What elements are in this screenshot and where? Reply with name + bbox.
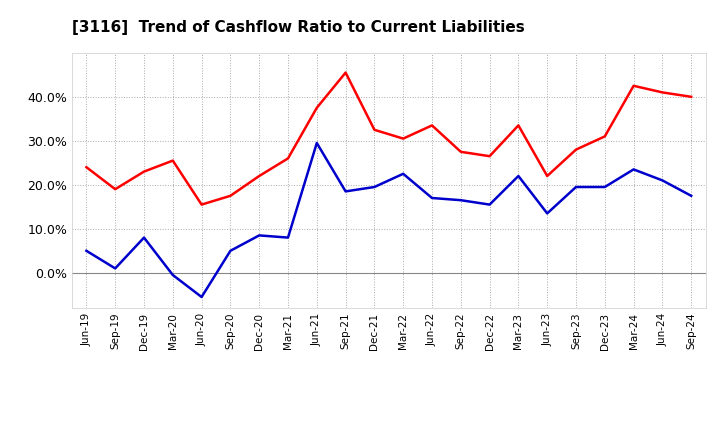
Free CF to Current Liabilities [284,235,292,240]
Free CF to Current Liabilities [140,235,148,240]
Free CF to Current Liabilities [168,272,177,278]
Free CF to Current Liabilities [370,184,379,190]
Operating CF to Current Liabilities [312,105,321,110]
Operating CF to Current Liabilities [168,158,177,163]
Free CF to Current Liabilities [572,184,580,190]
Operating CF to Current Liabilities [485,154,494,159]
Operating CF to Current Liabilities [514,123,523,128]
Free CF to Current Liabilities [658,178,667,183]
Operating CF to Current Liabilities [428,123,436,128]
Free CF to Current Liabilities [456,198,465,203]
Free CF to Current Liabilities [687,193,696,198]
Operating CF to Current Liabilities [658,90,667,95]
Free CF to Current Liabilities [514,173,523,179]
Operating CF to Current Liabilities [255,173,264,179]
Free CF to Current Liabilities [543,211,552,216]
Free CF to Current Liabilities [111,266,120,271]
Operating CF to Current Liabilities [284,156,292,161]
Free CF to Current Liabilities [485,202,494,207]
Operating CF to Current Liabilities [399,136,408,141]
Free CF to Current Liabilities [197,294,206,300]
Text: [3116]  Trend of Cashflow Ratio to Current Liabilities: [3116] Trend of Cashflow Ratio to Curren… [72,20,525,35]
Free CF to Current Liabilities [629,167,638,172]
Operating CF to Current Liabilities [197,202,206,207]
Free CF to Current Liabilities [428,195,436,201]
Operating CF to Current Liabilities [687,94,696,99]
Operating CF to Current Liabilities [82,165,91,170]
Free CF to Current Liabilities [600,184,609,190]
Operating CF to Current Liabilities [370,127,379,132]
Operating CF to Current Liabilities [140,169,148,174]
Free CF to Current Liabilities [226,248,235,253]
Operating CF to Current Liabilities [543,173,552,179]
Operating CF to Current Liabilities [341,70,350,75]
Operating CF to Current Liabilities [456,149,465,154]
Operating CF to Current Liabilities [572,147,580,152]
Free CF to Current Liabilities [312,140,321,146]
Line: Operating CF to Current Liabilities: Operating CF to Current Liabilities [86,73,691,205]
Operating CF to Current Liabilities [629,83,638,88]
Free CF to Current Liabilities [399,171,408,176]
Operating CF to Current Liabilities [111,187,120,192]
Operating CF to Current Liabilities [600,134,609,139]
Operating CF to Current Liabilities [226,193,235,198]
Free CF to Current Liabilities [82,248,91,253]
Line: Free CF to Current Liabilities: Free CF to Current Liabilities [86,143,691,297]
Free CF to Current Liabilities [341,189,350,194]
Free CF to Current Liabilities [255,233,264,238]
